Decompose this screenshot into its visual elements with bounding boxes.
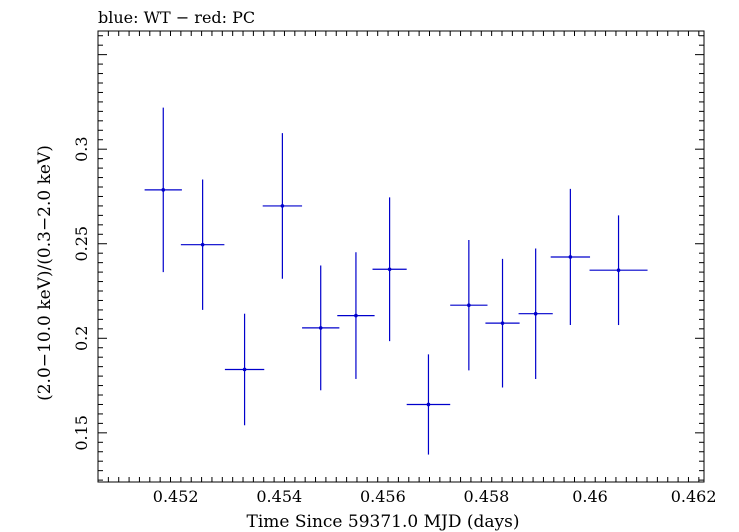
point-marker	[533, 311, 538, 316]
point-marker	[318, 326, 323, 330]
x-tick-label: 0.458	[464, 487, 510, 506]
data-point	[144, 107, 182, 273]
data-point	[450, 239, 488, 371]
point-marker	[387, 267, 392, 272]
y-axis-ticks: 0.15 0.2 0.25 0.3	[72, 35, 704, 481]
point-marker	[280, 204, 285, 208]
plot-frame	[97, 30, 705, 483]
data-point	[180, 179, 225, 310]
y-axis-label: (2.0−10.0 keV)/(0.3−2.0 keV)	[35, 145, 55, 401]
x-tick-label: 0.454	[256, 487, 302, 506]
point-marker	[616, 268, 621, 273]
point-marker	[242, 367, 247, 372]
x-tick-label: 0.452	[153, 487, 199, 506]
point-marker	[426, 402, 431, 407]
data-point	[302, 265, 340, 391]
point-marker	[161, 188, 166, 192]
point-marker	[354, 313, 358, 318]
data-point	[550, 188, 591, 326]
x-tick-label: 0.462	[671, 487, 717, 506]
data-point	[485, 258, 520, 388]
chart-title: blue: WT − red: PC	[98, 8, 255, 27]
point-marker	[200, 242, 205, 247]
data-point	[589, 215, 648, 326]
x-tick-label: 0.46	[572, 487, 608, 506]
point-marker	[467, 303, 471, 307]
point-marker	[500, 321, 505, 325]
y-tick-label: 0.2	[72, 326, 91, 351]
data-series	[144, 107, 648, 455]
y-tick-label: 0.15	[72, 415, 91, 451]
data-point	[518, 248, 553, 379]
data-point	[406, 354, 451, 455]
point-marker	[568, 255, 573, 259]
data-point	[224, 313, 265, 426]
y-tick-label: 0.3	[72, 136, 91, 161]
y-tick-label: 0.25	[72, 226, 91, 262]
data-point	[262, 133, 303, 279]
x-axis-label: Time Since 59371.0 MJD (days)	[247, 512, 520, 532]
data-point	[372, 197, 407, 342]
data-point	[337, 252, 375, 379]
x-axis-ticks: 0.452 0.454 0.456 0.458 0.46 0.462	[97, 31, 717, 506]
x-tick-label: 0.456	[360, 487, 406, 506]
